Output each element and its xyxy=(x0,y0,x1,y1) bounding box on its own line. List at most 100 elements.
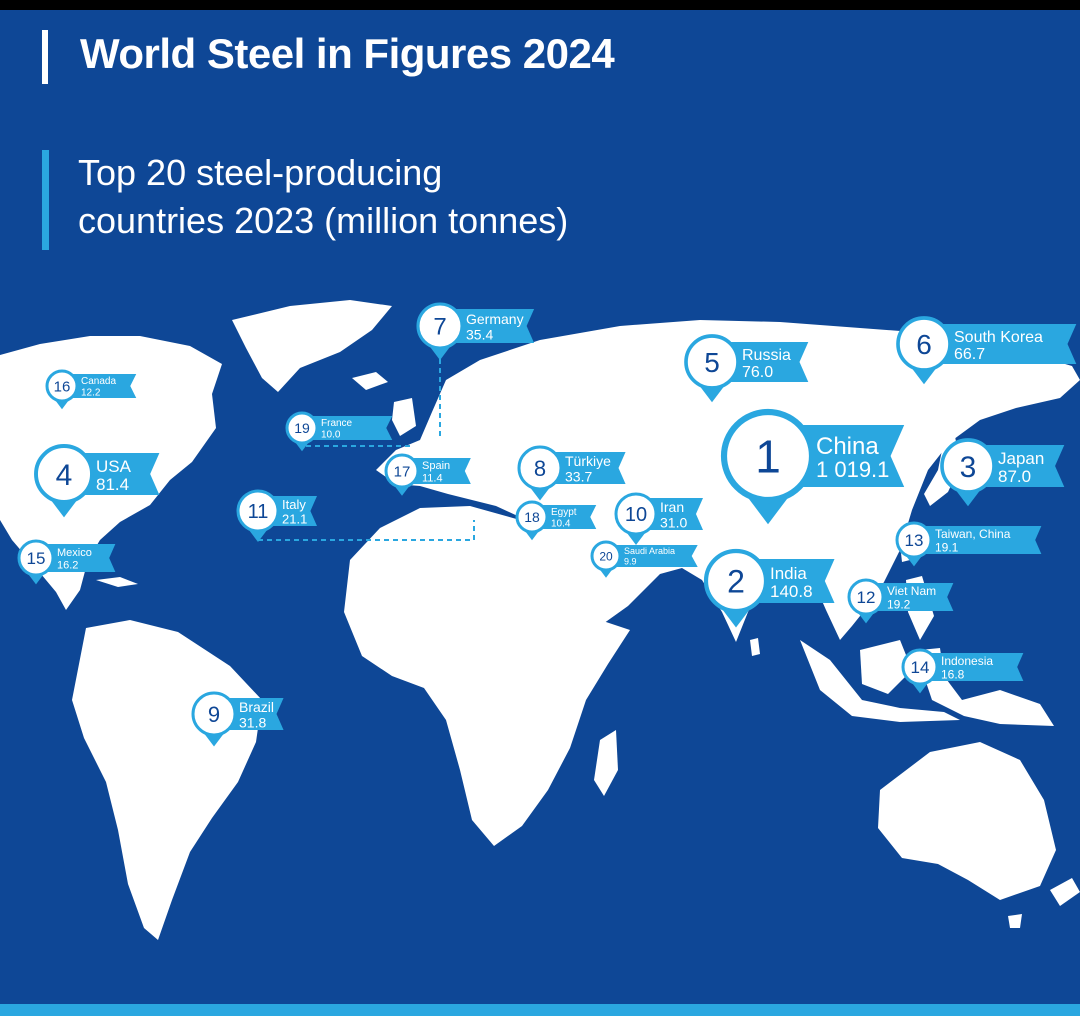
bottom-bar xyxy=(0,1004,1080,1016)
production-value: 81.4 xyxy=(96,475,129,494)
rank-number: 5 xyxy=(704,347,720,378)
label-banner xyxy=(923,526,1042,554)
production-value: 11.4 xyxy=(422,472,443,484)
tasmania-shape xyxy=(1008,914,1022,928)
production-value: 33.7 xyxy=(565,468,592,484)
label-banner xyxy=(79,453,160,495)
madagascar-shape xyxy=(594,730,618,796)
eurasia-shape xyxy=(376,320,1080,642)
production-value: 12.2 xyxy=(81,388,101,399)
country-name: USA xyxy=(96,457,132,476)
label-banner xyxy=(938,324,1077,364)
production-value: 10.4 xyxy=(551,519,571,530)
pin-circle xyxy=(17,539,55,577)
rank-number: 14 xyxy=(911,658,930,677)
subtitle-line-1: Top 20 steel-producing xyxy=(78,152,443,193)
label-banner xyxy=(269,496,317,526)
country-name: Japan xyxy=(998,449,1044,468)
country-name: Viet Nam xyxy=(887,584,936,598)
country-name: Spain xyxy=(422,460,450,472)
pin-circle xyxy=(45,369,79,403)
country-name: Indonesia xyxy=(941,654,993,668)
sumatra-java-shape xyxy=(800,640,960,722)
country-name: Canada xyxy=(81,376,116,387)
label-banner xyxy=(792,425,905,487)
rank-number: 13 xyxy=(905,531,924,550)
pin-circle xyxy=(236,489,280,533)
label-banner xyxy=(982,445,1065,487)
borneo-shape xyxy=(860,640,912,694)
pin-circle xyxy=(384,453,420,489)
sri-lanka-shape xyxy=(750,638,760,656)
production-value: 76.0 xyxy=(742,364,773,381)
pin-circle xyxy=(896,316,952,372)
rank-number: 7 xyxy=(433,314,446,341)
country-name: Brazil xyxy=(239,699,274,715)
caribbean-shape xyxy=(96,577,138,587)
label-banner xyxy=(752,559,835,603)
label-banner xyxy=(551,452,626,484)
pin-circle xyxy=(416,302,464,350)
rank-number: 2 xyxy=(727,564,745,600)
pin-circle xyxy=(191,691,237,737)
country-name: Italy xyxy=(282,497,306,512)
country-name: Taiwan, China xyxy=(935,527,1011,541)
production-value: 9.9 xyxy=(624,557,637,567)
rank-number: 18 xyxy=(524,509,540,525)
subtitle-line-2: countries 2023 (million tonnes) xyxy=(78,200,569,241)
rank-number: 15 xyxy=(27,549,46,568)
country-name: Egypt xyxy=(551,507,577,518)
pin-circle xyxy=(720,408,816,504)
production-value: 19.1 xyxy=(935,540,959,554)
production-value: 66.7 xyxy=(954,346,985,363)
production-value: 31.8 xyxy=(239,714,266,730)
country-name: Russia xyxy=(742,347,791,364)
rank-number: 17 xyxy=(394,463,411,480)
country-name: Türkiye xyxy=(565,453,611,469)
label-banner xyxy=(613,545,698,567)
sulawesi-new-guinea-shape xyxy=(920,648,1054,726)
country-name: South Korea xyxy=(954,329,1043,346)
rank-number: 12 xyxy=(857,588,876,607)
pin-circle xyxy=(901,648,939,686)
label-banner xyxy=(452,309,535,343)
country-name: France xyxy=(321,418,353,429)
subtitle-accent-bar xyxy=(42,150,49,250)
pin-circle xyxy=(515,500,549,534)
australia-shape xyxy=(878,742,1056,900)
country-name: Germany xyxy=(466,311,524,327)
country-name: China xyxy=(816,433,879,460)
production-value: 16.2 xyxy=(57,559,78,571)
page-title: World Steel in Figures 2024 xyxy=(80,30,615,77)
rank-number: 16 xyxy=(54,378,71,395)
rank-number: 6 xyxy=(916,329,932,360)
rank-number: 10 xyxy=(625,504,647,526)
continents xyxy=(0,300,1080,940)
country-name: Saudi Arabia xyxy=(624,546,675,556)
pin-circle xyxy=(517,445,563,491)
label-banner xyxy=(875,583,954,611)
production-value: 10.0 xyxy=(321,430,341,441)
label-banner xyxy=(726,342,809,382)
production-value: 31.0 xyxy=(660,514,687,530)
pin-circle xyxy=(614,492,658,536)
pin-circle xyxy=(703,548,769,614)
label-banner xyxy=(310,416,393,440)
iceland-shape xyxy=(352,372,388,390)
